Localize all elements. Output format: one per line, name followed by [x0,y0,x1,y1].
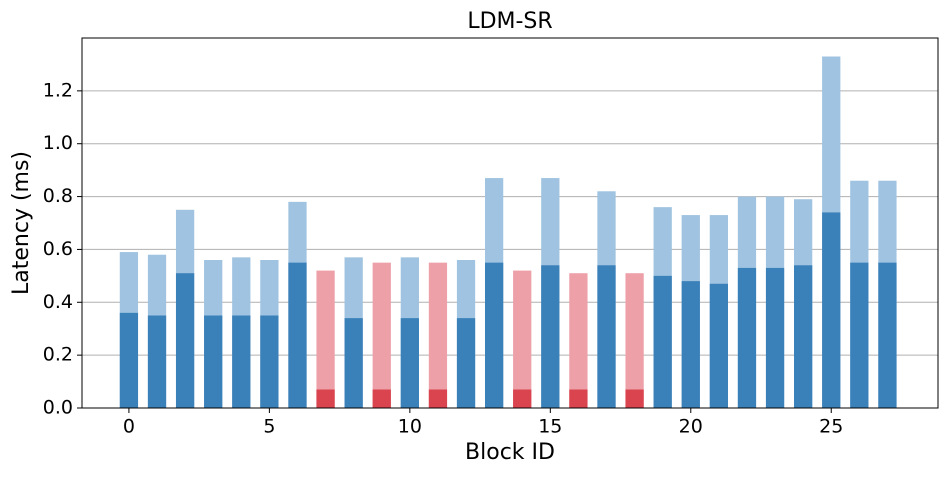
bar [878,262,897,408]
bar [175,273,195,408]
bar [822,212,841,408]
y-tick-label: 0.6 [43,238,73,260]
x-tick-label: 10 [398,416,422,438]
plot-frame [81,37,939,409]
bar [147,315,167,408]
bar [653,275,672,408]
bar [541,265,560,408]
bar [344,318,363,408]
bar [709,283,729,408]
bar [513,270,532,408]
y-tick-label: 0.8 [43,185,73,207]
x-tick-label: 20 [679,416,703,438]
bar [372,389,391,408]
bar [625,273,644,408]
bar [316,270,335,408]
y-tick-label: 0.0 [43,397,73,419]
bar [428,262,448,408]
bar [288,262,307,408]
x-tick-label: 0 [123,416,135,438]
bar [204,315,223,408]
bar [428,389,448,408]
y-tick-label: 1.0 [43,132,73,154]
bar [400,318,419,408]
bar [681,281,700,408]
bar [765,267,785,408]
y-axis-label: Latency (ms) [9,151,34,295]
bar [316,389,335,408]
bar [597,265,616,408]
x-tick-label: 15 [538,416,562,438]
bar [232,315,251,408]
y-tick-label: 1.2 [43,79,73,101]
x-axis-label: Block ID [465,440,555,465]
bar [456,318,476,408]
bar [625,389,644,408]
bar [119,312,139,408]
bar [794,265,813,408]
bar [260,315,279,408]
y-tick-label: 0.2 [43,344,73,366]
bar [372,262,391,408]
bar [737,267,757,408]
bar [484,262,504,408]
bar [850,262,869,408]
bar [569,389,588,408]
y-tick-label: 0.4 [43,291,73,313]
x-tick-label: 25 [819,416,843,438]
chart-title: LDM-SR [467,9,552,34]
bar [513,389,532,408]
x-tick-label: 5 [263,416,275,438]
bar [569,273,588,408]
